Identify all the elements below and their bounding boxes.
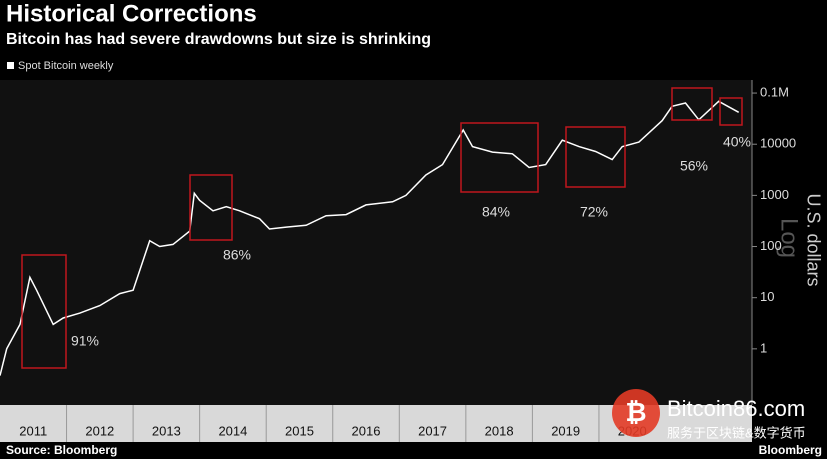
y-axis-label: U.S. dollars <box>803 193 823 286</box>
y-tick-label: 1000 <box>760 187 789 202</box>
chart-subtitle: Bitcoin has had severe drawdowns but siz… <box>6 31 431 48</box>
legend-label: Spot Bitcoin weekly <box>18 60 114 72</box>
watermark-logo <box>612 389 660 437</box>
watermark-subtext: 服务于区块链&数字货币 <box>667 425 806 440</box>
correction-label: 91% <box>71 333 99 349</box>
correction-label: 86% <box>223 247 251 263</box>
x-tick-label: 2011 <box>19 423 47 438</box>
brand: Bloomberg <box>759 443 822 457</box>
y-tick-label: 1 <box>760 340 767 355</box>
x-tick-label: 2015 <box>285 423 314 438</box>
legend-swatch <box>7 62 14 69</box>
y-tick-label: 10 <box>760 289 774 304</box>
x-tick-label: 2019 <box>551 423 580 438</box>
plot-area <box>0 80 752 405</box>
y-tick-label: 0.1M <box>760 84 789 99</box>
correction-box <box>671 87 713 121</box>
x-tick-label: 2014 <box>218 423 247 438</box>
source: Source: Bloomberg <box>6 443 117 457</box>
correction-box <box>719 97 743 126</box>
correction-box <box>21 254 67 369</box>
x-tick-label: 2012 <box>85 423 114 438</box>
x-tick-label: 2013 <box>152 423 181 438</box>
correction-box <box>460 122 539 193</box>
y-tick-label: 10000 <box>760 136 796 151</box>
correction-box <box>565 126 626 188</box>
x-tick-label: 2018 <box>485 423 514 438</box>
chart-title: Historical Corrections <box>6 0 257 27</box>
correction-box <box>189 174 233 241</box>
x-tick-label: 2016 <box>352 423 381 438</box>
watermark-text: Bitcoin86.com <box>667 396 805 421</box>
correction-label: 40% <box>723 134 751 150</box>
x-tick-label: 2017 <box>418 423 447 438</box>
correction-label: 56% <box>680 158 708 174</box>
correction-label: 84% <box>482 204 510 220</box>
scale-label: Log <box>776 218 803 258</box>
watermark-icon: ₿ <box>625 397 646 427</box>
price-line <box>0 100 740 376</box>
correction-label: 72% <box>580 204 608 220</box>
y-tick-label: 100 <box>760 238 782 253</box>
